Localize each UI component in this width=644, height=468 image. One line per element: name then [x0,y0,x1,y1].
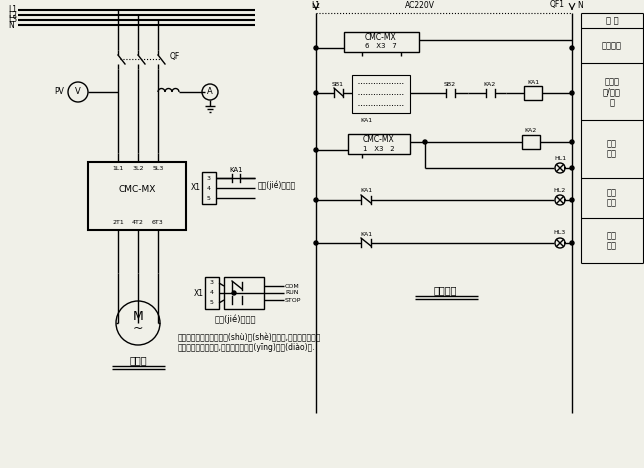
Text: 的輸出方式進行修改,需對此圖做相應(yīng)的調(diào)整.: 的輸出方式進行修改,需對此圖做相應(yīng)的調(diào)整. [178,344,316,352]
Text: 3: 3 [207,176,211,181]
Text: 5: 5 [210,300,214,306]
Text: 故障
指示: 故障 指示 [607,139,617,159]
Text: 2T1: 2T1 [112,220,124,226]
Text: 運行
指示: 運行 指示 [607,188,617,208]
Text: A: A [207,88,213,96]
Text: 5L3: 5L3 [153,167,164,171]
Text: 控制回路: 控制回路 [433,285,457,295]
Bar [352,75,410,113]
Circle shape [314,91,318,95]
Text: CMC-MX: CMC-MX [365,34,397,43]
Bar [88,162,186,230]
Text: PV: PV [54,88,64,96]
Text: V: V [75,88,81,96]
Text: 1   X3   2: 1 X3 2 [363,146,395,152]
Text: N: N [8,21,14,29]
Circle shape [314,148,318,152]
Bar [205,277,219,309]
Text: L3: L3 [8,15,17,24]
Bar [202,172,216,204]
Text: 3L2: 3L2 [132,167,144,171]
Circle shape [570,198,574,202]
Text: L2: L2 [8,10,17,20]
Text: KA1: KA1 [527,80,539,86]
Text: SB2: SB2 [444,81,456,87]
Text: L1: L1 [312,0,321,9]
Text: 1L1: 1L1 [112,167,124,171]
Text: CMC-MX: CMC-MX [363,136,395,145]
Text: HL1: HL1 [554,155,566,161]
Bar [348,134,410,154]
Text: 4: 4 [210,291,214,295]
Text: 軟起動
起/停控
制: 軟起動 起/停控 制 [603,77,621,107]
Text: 4: 4 [207,185,211,190]
Text: 3: 3 [210,280,214,285]
Text: 停止
指示: 停止 指示 [607,231,617,251]
Text: N: N [577,0,583,9]
Circle shape [314,241,318,245]
Text: 此控制回路圖以出廠參數(shù)設(shè)置為準,如用戶對繼電器: 此控制回路圖以出廠參數(shù)設(shè)置為準,如用戶對繼電器 [178,333,321,343]
Text: KA1: KA1 [229,167,243,173]
Text: KA1: KA1 [360,189,372,193]
Text: STOP: STOP [285,298,301,302]
Circle shape [314,198,318,202]
Circle shape [314,46,318,50]
Text: AC220V: AC220V [405,0,435,9]
Bar [344,32,419,52]
Text: HL2: HL2 [554,188,566,192]
Bar [524,86,542,100]
Circle shape [232,291,236,295]
Text: L1: L1 [8,6,17,15]
Text: QF: QF [170,51,180,60]
Text: CMC-MX: CMC-MX [118,185,156,195]
Circle shape [570,241,574,245]
Text: SB1: SB1 [332,81,344,87]
Text: X1: X1 [194,288,204,298]
Text: ~: ~ [133,322,143,335]
Bar [522,135,540,149]
Text: 控制電源: 控制電源 [602,42,622,51]
Text: KA1: KA1 [360,232,372,236]
Text: 6   X3   7: 6 X3 7 [365,43,397,49]
Text: KA2: KA2 [525,127,537,132]
Text: 微 斷: 微 斷 [606,16,618,25]
Text: 4T2: 4T2 [132,220,144,226]
Text: COM: COM [285,284,299,288]
Circle shape [570,140,574,144]
Text: 6T3: 6T3 [152,220,164,226]
Text: M: M [133,310,144,323]
Text: X1: X1 [191,183,201,192]
Text: QF1: QF1 [549,0,565,9]
Text: KA2: KA2 [484,81,496,87]
Circle shape [423,140,427,144]
Text: RUN: RUN [285,291,299,295]
Circle shape [570,91,574,95]
Text: 單節(jié)點控制: 單節(jié)點控制 [258,180,296,190]
Text: 主回路: 主回路 [129,355,147,365]
Bar [224,277,264,309]
Circle shape [570,46,574,50]
Circle shape [570,166,574,170]
Text: HL3: HL3 [554,231,566,235]
Text: KA1: KA1 [360,117,372,123]
Text: 雙節(jié)點控制: 雙節(jié)點控制 [214,314,256,324]
Text: 5: 5 [207,196,211,200]
